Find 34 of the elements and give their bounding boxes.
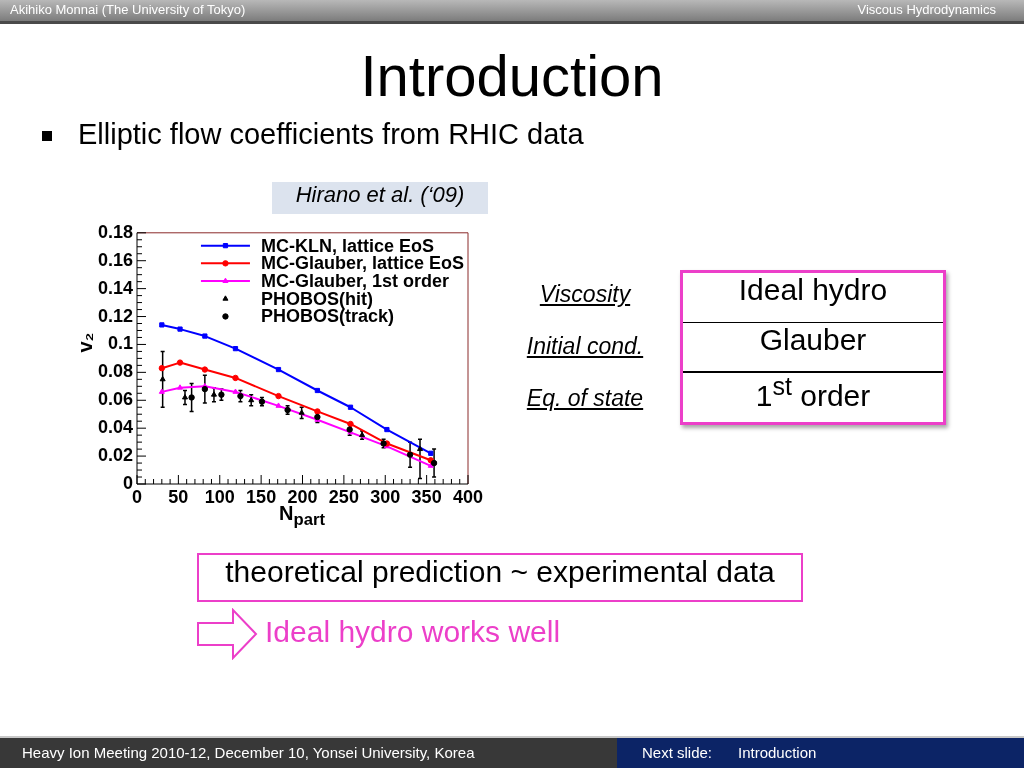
chart-title: Introduction	[359, 42, 665, 109]
y-tick-label: 0.1	[107, 333, 133, 354]
text: Viscous Hydrodynamics	[857, 2, 996, 17]
text: 1$^{st}$ order	[754, 372, 872, 415]
y-tick-label: 0	[122, 472, 133, 493]
x-tick-label: 300	[370, 486, 401, 507]
x-tick-label: 50	[168, 486, 189, 507]
text: Glauber	[758, 322, 868, 358]
x-tick-label: 250	[328, 486, 359, 507]
x-tick-label: 100	[204, 486, 235, 507]
text: Heavy Ion Meeting 2010-12, December 10, Yonsei University, Korea	[22, 744, 475, 761]
chart-subtitle: Elliptic flow coefficients from RHIC data	[78, 118, 584, 151]
y-axis-title: v₂	[73, 331, 97, 355]
x-tick-label: 150	[246, 486, 277, 507]
x-tick-label: 400	[452, 486, 484, 507]
x-tick-label: 350	[411, 486, 442, 507]
text: Akihiko Monnai (The University of Tokyo)	[10, 2, 246, 17]
y-tick-label: 0.06	[97, 389, 133, 410]
y-tick-label: 0.08	[97, 361, 133, 382]
text: Viscosity	[538, 281, 632, 308]
y-tick-label: 0.16	[97, 249, 133, 270]
text: Introduction	[738, 744, 817, 761]
y-tick-label: 0.04	[97, 417, 133, 438]
y-tick-label: 0.12	[97, 305, 133, 326]
y-tick-label: 0.18	[97, 221, 133, 242]
text: Ideal hydro	[737, 273, 889, 308]
text: Next slide:	[642, 744, 713, 761]
text: Ideal hydro works well	[265, 615, 561, 649]
legend-label: MC-Glauber, 1st order	[260, 271, 449, 292]
text: Eq. of state	[525, 385, 645, 412]
y-tick-label: 0.02	[97, 445, 133, 466]
text: Initial cond.	[525, 333, 645, 360]
y-tick-label: 0.14	[97, 277, 133, 298]
legend-label: MC-KLN, lattice EoS	[260, 235, 434, 256]
